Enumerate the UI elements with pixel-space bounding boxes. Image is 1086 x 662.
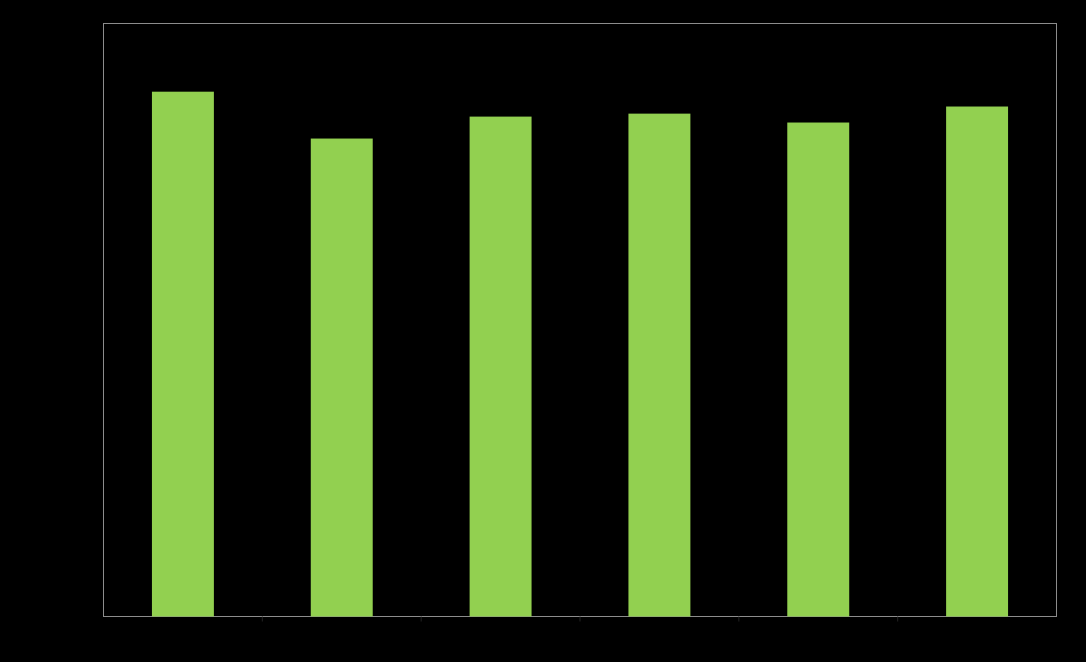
bar (151, 91, 214, 617)
bar (628, 113, 691, 617)
bar (469, 116, 532, 617)
bar (946, 106, 1009, 617)
bar (310, 138, 373, 617)
bar (787, 122, 850, 617)
